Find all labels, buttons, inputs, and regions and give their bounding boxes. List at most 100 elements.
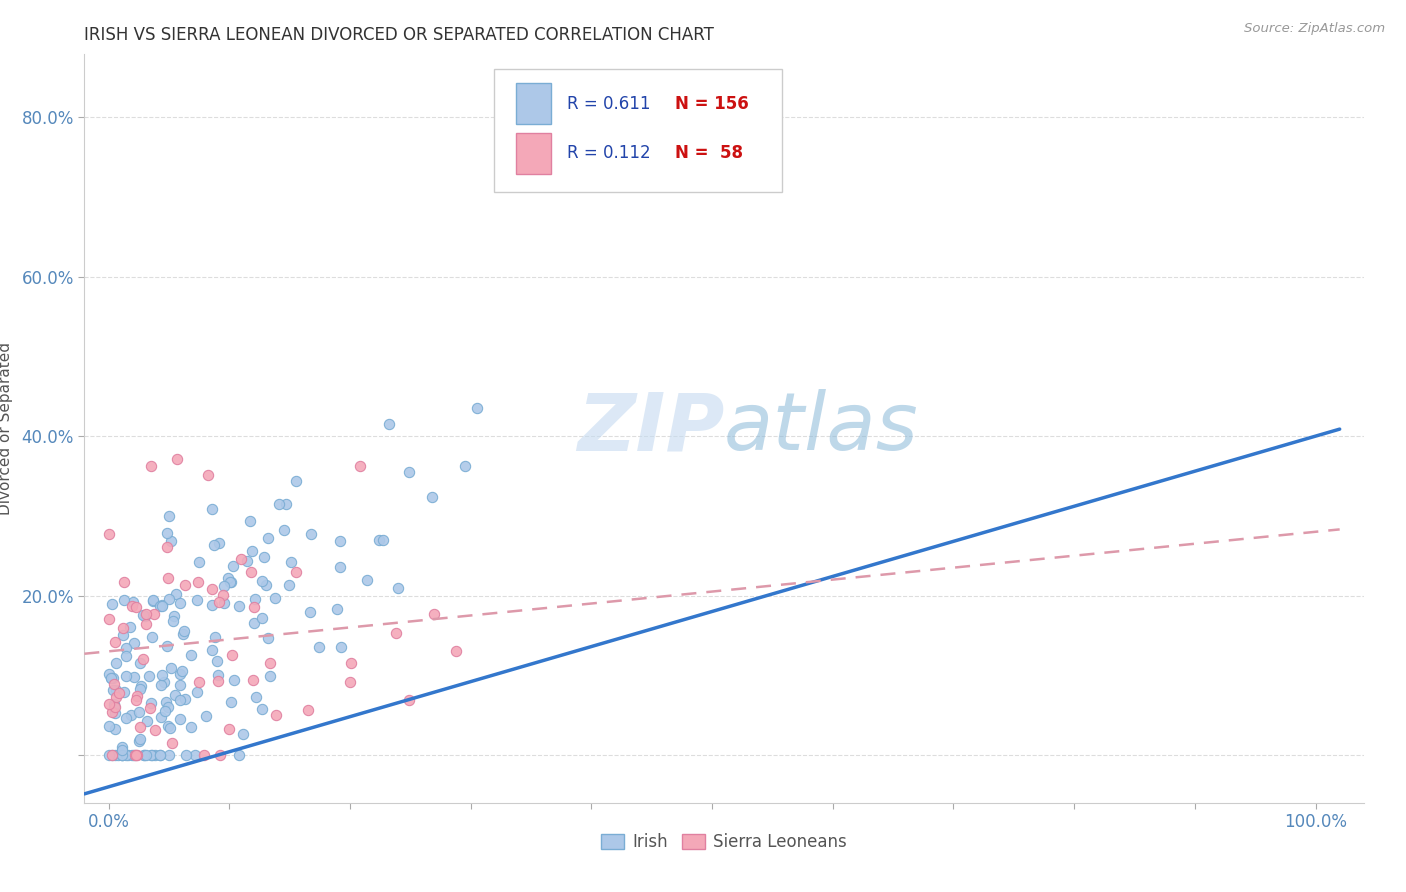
Point: [156, 719, 179, 733]
Point: [219, 574, 242, 589]
Point: [156, 540, 179, 554]
Point: [221, 559, 243, 574]
Point: [142, 592, 165, 607]
Point: [242, 544, 264, 558]
Point: [180, 720, 202, 734]
Point: [169, 693, 191, 707]
Point: [187, 555, 209, 569]
Point: [139, 701, 162, 715]
Point: [239, 514, 262, 528]
Point: [208, 535, 231, 549]
Point: [197, 467, 219, 482]
Text: atlas: atlas: [724, 389, 920, 467]
Point: [142, 607, 165, 621]
Point: [121, 599, 143, 613]
Point: [160, 736, 183, 750]
Point: [122, 595, 145, 609]
Point: [266, 707, 288, 722]
Point: [207, 668, 229, 682]
Point: [169, 712, 191, 726]
Point: [149, 747, 172, 762]
Point: [297, 703, 319, 717]
Point: [166, 452, 188, 467]
Point: [349, 458, 371, 473]
Legend: Irish, Sierra Leoneans: Irish, Sierra Leoneans: [595, 827, 853, 858]
Point: [125, 747, 148, 762]
Point: [173, 624, 195, 639]
Point: [135, 747, 157, 762]
Point: [160, 661, 183, 675]
Text: R = 0.611: R = 0.611: [567, 95, 650, 112]
Point: [308, 640, 330, 655]
Point: [329, 640, 352, 654]
Point: [115, 640, 138, 655]
Point: [143, 723, 166, 737]
Point: [150, 598, 173, 612]
Text: N =  58: N = 58: [675, 145, 744, 162]
Point: [115, 649, 138, 664]
Point: [285, 474, 308, 488]
Point: [299, 527, 322, 541]
Point: [141, 696, 163, 710]
Point: [253, 550, 276, 565]
Point: [157, 699, 180, 714]
Point: [98, 747, 121, 762]
Point: [134, 608, 156, 623]
Point: [329, 534, 352, 549]
Point: [273, 523, 295, 537]
Point: [115, 711, 138, 725]
Point: [193, 747, 215, 762]
Point: [423, 607, 446, 621]
Point: [135, 607, 157, 621]
Point: [356, 573, 378, 587]
Point: [155, 695, 177, 709]
Point: [105, 690, 128, 705]
Point: [104, 747, 127, 762]
Point: [285, 566, 308, 580]
Point: [156, 571, 179, 585]
Point: [159, 721, 181, 735]
Point: [174, 747, 197, 762]
Point: [444, 644, 467, 658]
Point: [101, 597, 124, 611]
Point: [165, 688, 187, 702]
Point: [228, 747, 250, 762]
Point: [104, 683, 127, 698]
Point: [254, 578, 277, 592]
Text: Source: ZipAtlas.com: Source: ZipAtlas.com: [1244, 22, 1385, 36]
Point: [277, 578, 299, 592]
Point: [228, 599, 250, 613]
Point: [387, 581, 409, 595]
Point: [204, 630, 226, 644]
Point: [184, 747, 207, 762]
Point: [132, 651, 155, 665]
Point: [122, 670, 145, 684]
Point: [201, 582, 224, 597]
Point: [252, 702, 274, 716]
Point: [212, 588, 235, 602]
Point: [125, 747, 148, 762]
Point: [134, 747, 156, 762]
Point: [141, 630, 163, 644]
Point: [218, 722, 240, 736]
Point: [104, 722, 127, 736]
Point: [100, 671, 122, 685]
Point: [132, 607, 155, 622]
Point: [169, 678, 191, 692]
Point: [267, 498, 290, 512]
Point: [339, 675, 361, 690]
Point: [221, 648, 243, 663]
Point: [97, 667, 120, 681]
Point: [153, 704, 176, 718]
Point: [160, 533, 183, 548]
Point: [242, 600, 264, 615]
Point: [263, 591, 285, 605]
Point: [136, 714, 159, 728]
Point: [212, 579, 235, 593]
Text: R = 0.112: R = 0.112: [567, 145, 651, 162]
Point: [115, 747, 138, 762]
Point: [138, 669, 160, 683]
Point: [103, 698, 125, 713]
Point: [231, 727, 253, 741]
Point: [98, 612, 121, 626]
